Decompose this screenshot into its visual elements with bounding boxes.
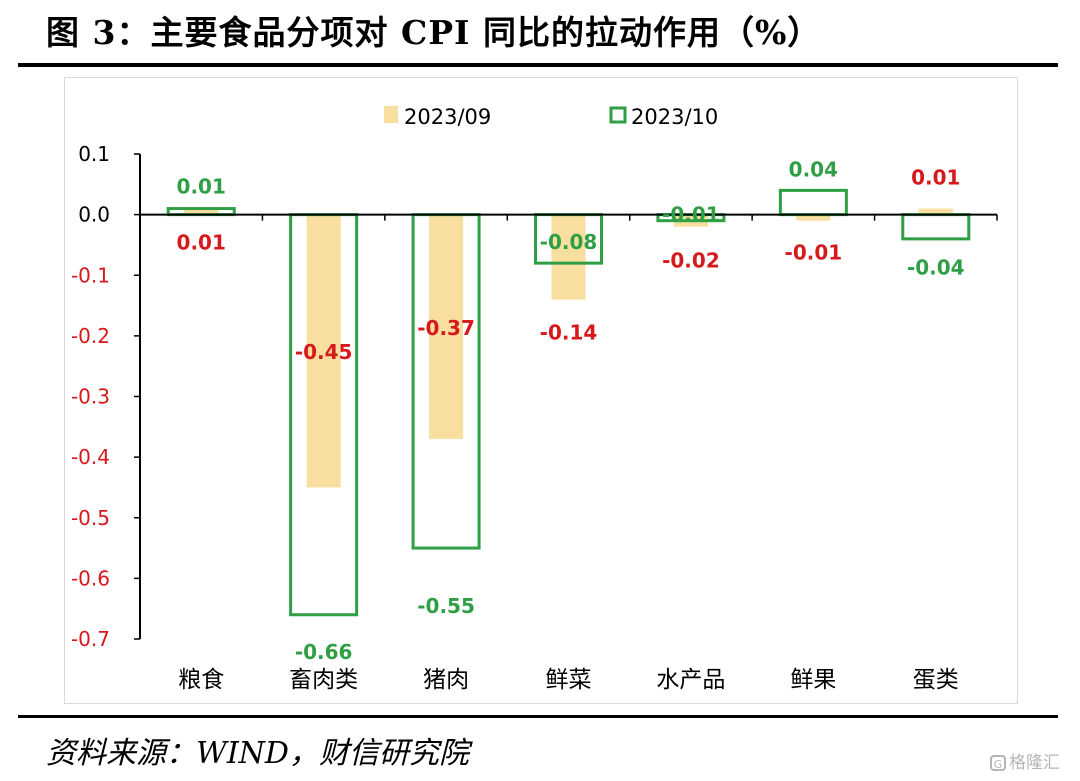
data-label-2023-10: 0.04 xyxy=(789,157,838,181)
data-label-2023-10: -0.66 xyxy=(295,640,353,664)
y-tick-label: 0.0 xyxy=(78,203,110,227)
bar-2023-09 xyxy=(306,214,341,488)
x-category-label: 粮食 xyxy=(178,667,224,693)
x-axis-category-labels: 粮食 畜肉类 猪肉 鲜菜 水产品 鲜果 蛋类 xyxy=(178,667,959,693)
y-tick-label: -0.1 xyxy=(71,263,110,287)
chart-legend: 2023/09 2023/10 xyxy=(384,105,718,129)
data-labels: 0.01 0.01 -0.66 -0.45 -0.55 -0.37 -0.08 -0.14 -0… xyxy=(177,157,965,663)
x-category-label: 鲜果 xyxy=(790,667,836,693)
data-label-2023-10: -0.04 xyxy=(907,256,965,280)
bar-2023-09 xyxy=(551,214,586,300)
bar-2023-10 xyxy=(778,188,848,217)
legend-swatch-2023-09 xyxy=(384,106,398,123)
bar-2023-09 xyxy=(184,208,219,215)
y-tick-label: -0.6 xyxy=(71,566,110,590)
y-tick-label: -0.4 xyxy=(71,445,110,469)
data-label-2023-10: -0.55 xyxy=(417,594,475,618)
x-category-label: 鲜菜 xyxy=(546,667,592,693)
watermark-logo-icon: G xyxy=(990,755,1006,771)
y-axis-ticks: 0.1 0.0 -0.1 -0.2 -0.3 -0.4 -0.5 -0.6 -0.7 xyxy=(71,142,140,651)
y-tick-label: 0.1 xyxy=(78,142,110,166)
data-label-2023-09: -0.45 xyxy=(295,340,353,364)
chart-panel xyxy=(64,77,1018,704)
data-label-2023-09: -0.14 xyxy=(540,321,598,345)
x-category-label: 畜肉类 xyxy=(289,667,358,693)
bar-2023-09 xyxy=(429,214,464,439)
data-label-2023-09: -0.02 xyxy=(662,249,720,273)
x-category-label: 水产品 xyxy=(656,667,725,693)
source-rule xyxy=(18,715,1058,718)
legend-label-2023-09: 2023/09 xyxy=(404,105,491,129)
y-tick-label: -0.5 xyxy=(71,506,110,530)
watermark-text: 格隆汇 xyxy=(1009,753,1060,773)
legend-label-2023-10: 2023/10 xyxy=(631,105,718,129)
legend-swatch-2023-10 xyxy=(609,106,627,124)
source-note: 资料来源：WIND，财信研究院 xyxy=(46,736,469,771)
y-tick-label: -0.3 xyxy=(71,385,110,409)
watermark: G 格隆汇 xyxy=(990,748,1060,773)
data-label-2023-09: 0.01 xyxy=(911,166,960,190)
series-2023-09-bars xyxy=(184,208,953,488)
data-label-2023-09: -0.37 xyxy=(417,316,475,340)
title-rule xyxy=(18,63,1058,67)
bar-2023-09 xyxy=(796,214,831,221)
data-label-2023-10: 0.01 xyxy=(177,175,226,199)
bar-2023-09 xyxy=(918,208,953,215)
x-category-label: 猪肉 xyxy=(423,667,469,693)
bar-2023-10 xyxy=(901,213,971,241)
y-tick-label: -0.2 xyxy=(71,324,110,348)
data-label-2023-09: 0.01 xyxy=(177,231,226,255)
y-tick-label: -0.7 xyxy=(71,627,110,651)
data-label-2023-10: -0.01 xyxy=(662,203,720,227)
data-label-2023-09: -0.01 xyxy=(785,241,843,265)
chart-title: 图 3：主要食品分项对 CPI 同比的拉动作用（%） xyxy=(46,13,822,52)
x-category-label: 蛋类 xyxy=(913,667,959,693)
data-label-2023-10: -0.08 xyxy=(540,230,598,254)
